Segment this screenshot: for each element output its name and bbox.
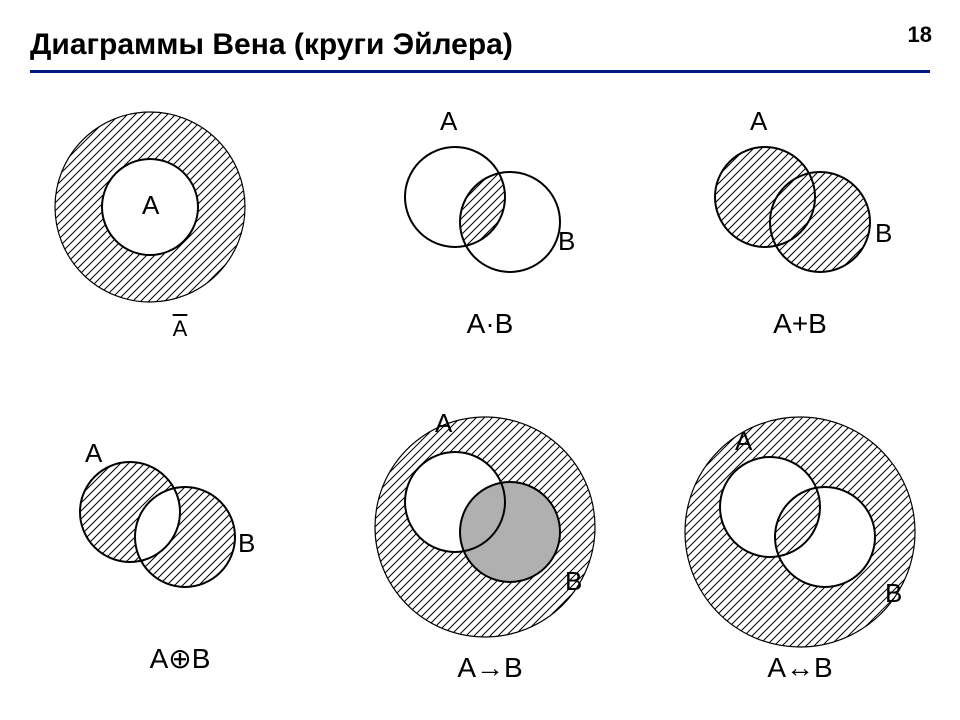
label-a: A [750, 106, 768, 136]
page-number: 18 [908, 22, 932, 48]
diagram-a-or-b: A B A+B [650, 92, 950, 382]
caption-a-iff-b: A↔B [650, 652, 950, 684]
label-a: A [142, 190, 160, 220]
diagram-a-implies-b: A B A→B [340, 402, 640, 692]
label-b: B [885, 578, 902, 608]
diagram-grid: A A A B A·B [30, 92, 930, 692]
diagram-a-and-b: A B A·B [340, 92, 640, 382]
diagram-a-iff-b: A B A↔B [650, 402, 950, 692]
page-title: Диаграммы Вена (круги Эйлера) [30, 28, 513, 62]
caption-a-implies-b: A→B [340, 652, 640, 684]
label-b: B [565, 566, 582, 596]
caption-a-xor-b: A⊕B [30, 642, 330, 675]
label-b: B [558, 226, 575, 256]
caption-not-a: A [30, 316, 330, 342]
label-a: A [85, 438, 103, 468]
label-b: B [875, 218, 892, 248]
caption-a-and-b: A·B [340, 308, 640, 340]
label-a: A [735, 426, 753, 456]
label-a: A [435, 408, 453, 438]
diagram-not-a: A A [30, 92, 330, 382]
caption-a-or-b: A+B [650, 308, 950, 340]
title-rule [30, 70, 930, 73]
label-b: B [238, 528, 255, 558]
diagram-a-xor-b: A B A⊕B [30, 402, 330, 692]
label-a: A [440, 106, 458, 136]
